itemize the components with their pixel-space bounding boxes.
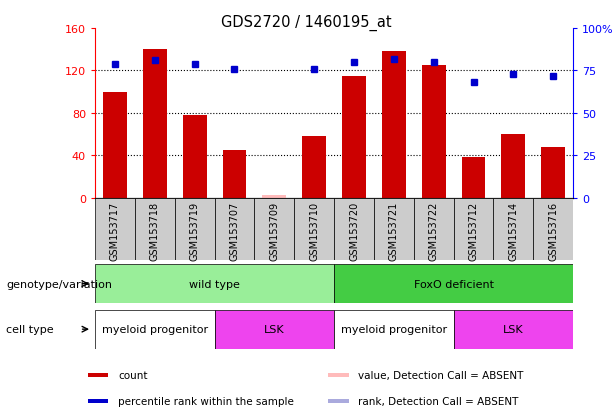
Bar [533,198,573,260]
Text: rank, Detection Call = ABSENT: rank, Detection Call = ABSENT [359,396,519,406]
Text: GSM153714: GSM153714 [508,202,519,260]
Text: GSM153720: GSM153720 [349,202,359,261]
Text: myeloid progenitor: myeloid progenitor [341,324,447,335]
Bar [374,198,414,260]
Bar [223,151,246,198]
Bar [414,198,454,260]
Text: cell type: cell type [6,324,54,335]
Text: GSM153717: GSM153717 [110,202,120,261]
Bar [143,50,167,198]
Bar [95,310,215,349]
Text: myeloid progenitor: myeloid progenitor [102,324,208,335]
Text: LSK: LSK [264,324,284,335]
Bar [328,399,349,404]
Text: GSM153712: GSM153712 [468,202,479,261]
Bar [175,198,215,260]
Text: count: count [118,370,148,380]
Text: percentile rank within the sample: percentile rank within the sample [118,396,294,406]
Text: value, Detection Call = ABSENT: value, Detection Call = ABSENT [359,370,524,380]
Bar [88,399,109,404]
Text: GSM153722: GSM153722 [428,202,439,261]
Bar [462,158,485,198]
Text: genotype/variation: genotype/variation [6,279,112,289]
Bar [541,147,565,198]
Bar [493,198,533,260]
Bar [454,310,573,349]
Bar [328,373,349,377]
Text: GDS2720 / 1460195_at: GDS2720 / 1460195_at [221,14,392,31]
Bar [382,52,406,198]
Text: GSM153721: GSM153721 [389,202,399,261]
Text: GSM153709: GSM153709 [269,202,280,260]
Bar [215,310,334,349]
Text: GSM153718: GSM153718 [150,202,160,260]
Bar [334,310,454,349]
Bar [454,198,493,260]
Text: GSM153716: GSM153716 [548,202,558,260]
Bar [334,198,374,260]
Bar [294,198,334,260]
Bar [135,198,175,260]
Bar [342,76,366,198]
Bar [422,66,446,198]
Bar [254,198,294,260]
Bar [262,195,286,198]
Bar [215,198,254,260]
Bar [183,116,207,198]
Bar [302,137,326,198]
Bar [95,198,135,260]
Bar [95,264,334,304]
Text: GSM153707: GSM153707 [229,202,240,261]
Text: LSK: LSK [503,324,524,335]
Text: GSM153719: GSM153719 [189,202,200,260]
Bar [334,264,573,304]
Text: GSM153710: GSM153710 [309,202,319,260]
Bar [88,373,109,377]
Bar [501,135,525,198]
Text: FoxO deficient: FoxO deficient [414,279,493,289]
Text: wild type: wild type [189,279,240,289]
Bar [103,93,127,198]
